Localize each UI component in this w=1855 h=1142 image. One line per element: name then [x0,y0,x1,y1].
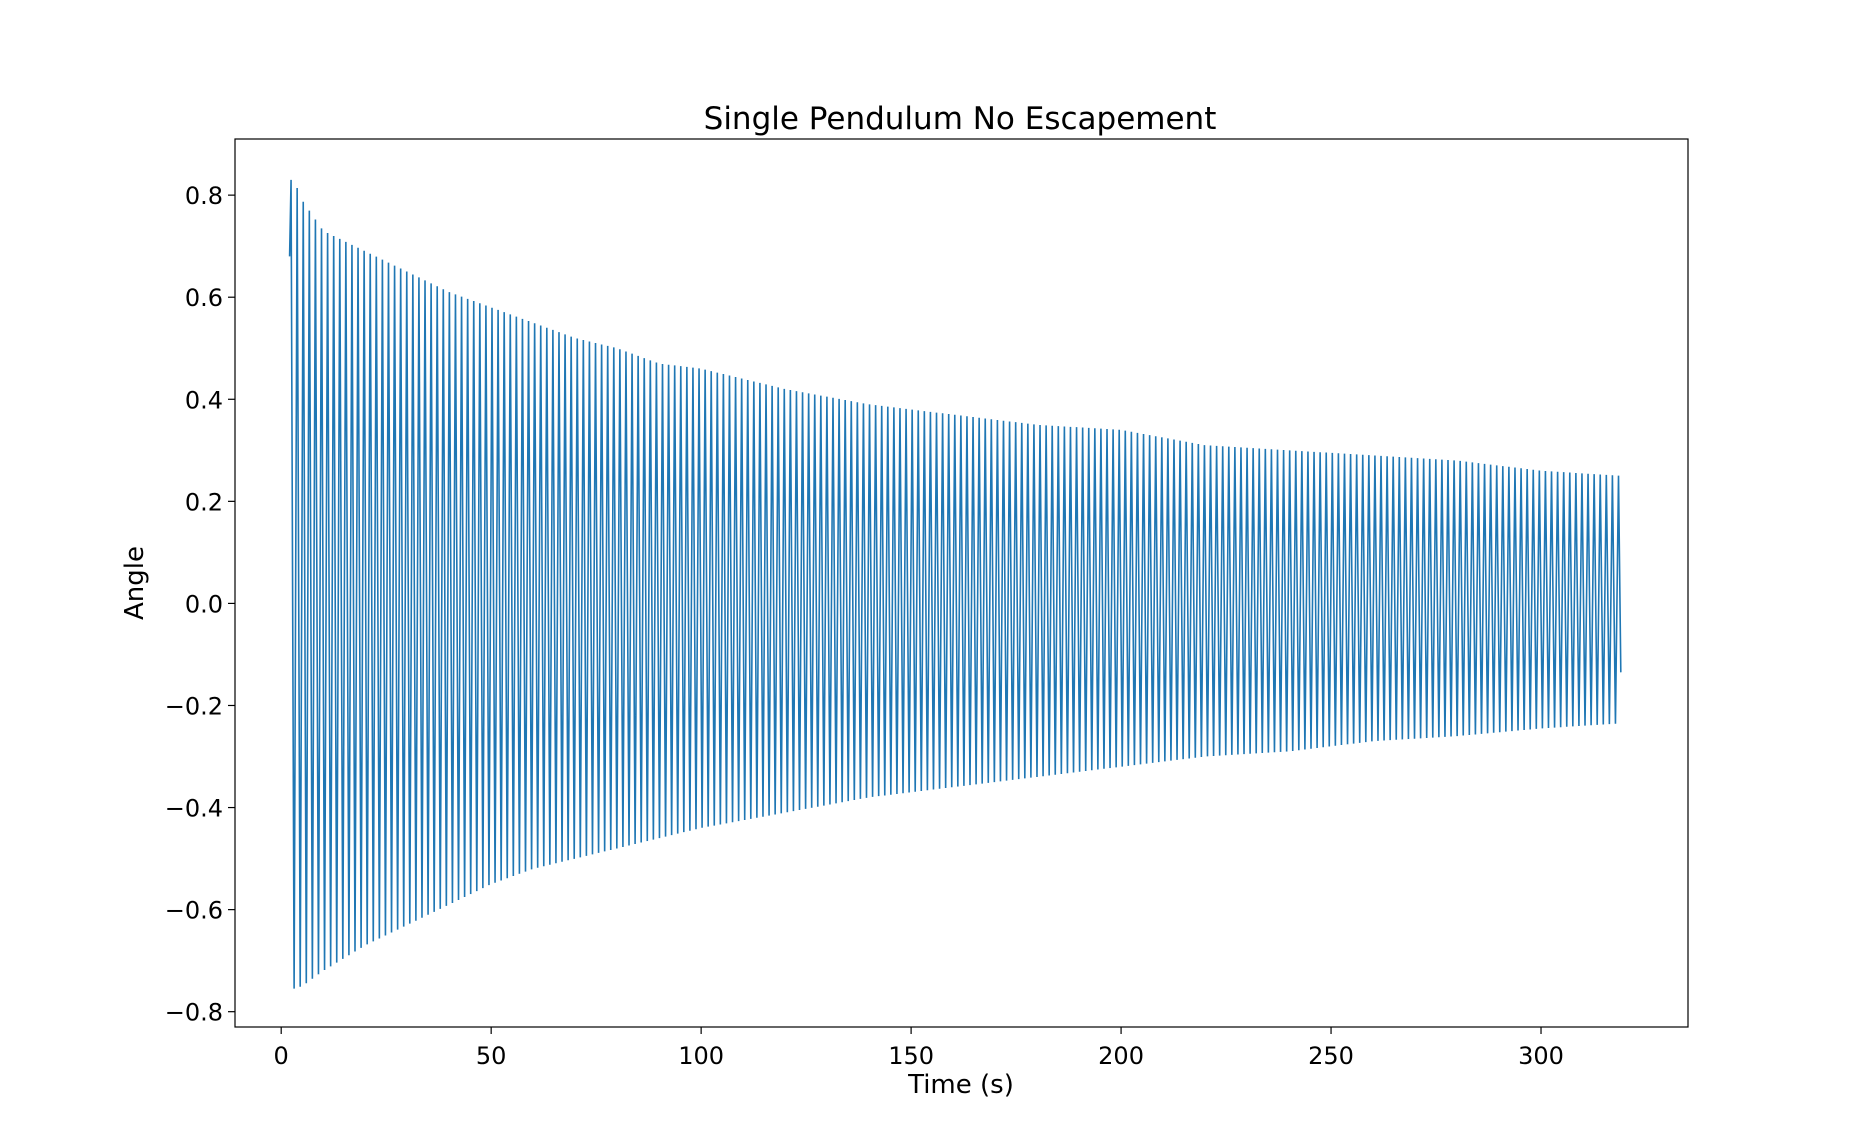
x-tick-label: 0 [274,1042,289,1070]
x-tick-label: 300 [1518,1042,1564,1070]
y-tick-label: 0.8 [185,182,223,210]
chart-title: Single Pendulum No Escapement [704,101,1217,137]
x-tick-label: 100 [678,1042,724,1070]
plot-area [234,138,1689,1028]
y-axis-label: Angle [120,546,150,620]
x-tick-label: 250 [1308,1042,1354,1070]
y-tick-label: −0.4 [165,795,223,823]
x-tick-label: 200 [1098,1042,1144,1070]
y-axis: −0.8 −0.6 −0.4 −0.2 0.0 0.2 0.4 0.6 0.8 [165,182,235,1027]
y-tick-label: 0.6 [185,284,223,312]
plot-frame [234,138,1689,1028]
y-tick-label: 0.0 [185,590,223,618]
x-axis-label: Time (s) [907,1070,1014,1100]
x-axis: 0 50 100 150 200 250 300 [274,1027,1564,1070]
x-tick-label: 150 [888,1042,934,1070]
series-layer [288,179,1622,989]
y-tick-label: 0.4 [185,386,223,414]
y-tick-label: −0.6 [165,897,223,925]
y-tick-label: −0.2 [165,692,223,720]
y-tick-label: 0.2 [185,488,223,516]
series-line [288,179,1622,989]
x-tick-label: 50 [476,1042,507,1070]
y-tick-label: −0.8 [165,999,223,1027]
